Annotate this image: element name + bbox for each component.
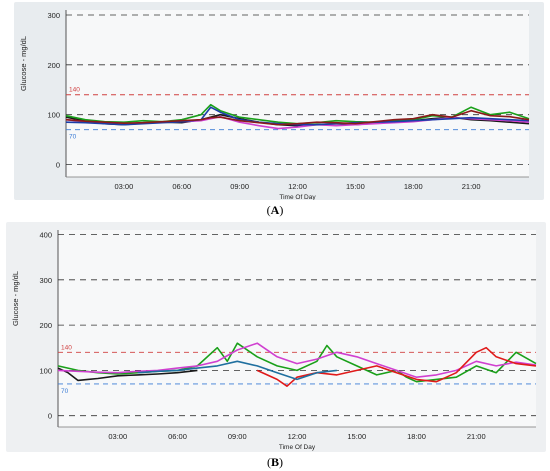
x-tick-label: 18:00 [407,432,426,441]
y-tick-label: 200 [47,61,60,70]
reference-line-label: 140 [69,87,80,94]
x-tick-label: 15:00 [347,432,366,441]
y-tick-label: 200 [39,321,52,330]
caption-b: (B) [266,455,283,469]
x-axis-label: Time Of Day [279,194,316,200]
y-tick-label: 0 [56,161,60,170]
reference-line-label: 70 [69,134,77,141]
x-tick-label: 21:00 [462,182,481,191]
reference-line-label: 140 [61,344,72,351]
x-tick-label: 15:00 [346,182,365,191]
x-tick-label: 21:00 [467,432,486,441]
plot-area [66,10,529,177]
y-tick-label: 0 [48,412,52,421]
chart-a-svg: 0 100 200 300 140 70 03:00 06:00 09:00 12:00 15:00… [19,10,530,200]
caption-a-letter: A [270,203,280,217]
x-axis-label: Time Of Day [279,444,316,451]
chart-b-svg: 0 100 200 300 400 140 70 03:00 06:00 09:00 12:00 15… [11,230,537,451]
chart-panel-a: 0 100 200 300 140 70 03:00 06:00 09:00 12:00 15:00… [14,2,544,200]
caption-b-letter: B [270,455,279,469]
y-axis-label: Glucose - mg/dL [19,36,28,91]
x-tick-label: 06:00 [168,432,187,441]
series-line [137,360,337,381]
x-tick-label: 09:00 [230,182,249,191]
y-tick-label: 100 [47,111,60,120]
chart-panel-b: 0 100 200 300 400 140 70 03:00 06:00 09:00 12:00 15… [6,222,546,452]
x-tick-label: 12:00 [288,182,307,191]
y-tick-label: 100 [39,366,52,375]
x-tick-label: 06:00 [172,182,191,191]
reference-line-label: 70 [61,388,69,395]
series-line [65,109,530,126]
x-tick-label: 09:00 [228,432,247,441]
caption-a: (A) [266,203,284,217]
x-tick-label: 03:00 [108,432,127,441]
y-tick-label: 300 [39,276,52,285]
series-line [256,346,537,387]
x-tick-label: 18:00 [404,182,423,191]
y-axis-label: Glucose - mg/dL [11,271,20,326]
x-tick-label: 12:00 [288,432,307,441]
series-line [57,342,537,378]
plot-area [58,230,536,427]
y-tick-label: 300 [47,11,60,20]
y-tick-label: 400 [39,231,52,240]
series-line [57,367,198,382]
x-tick-label: 03:00 [114,182,133,191]
